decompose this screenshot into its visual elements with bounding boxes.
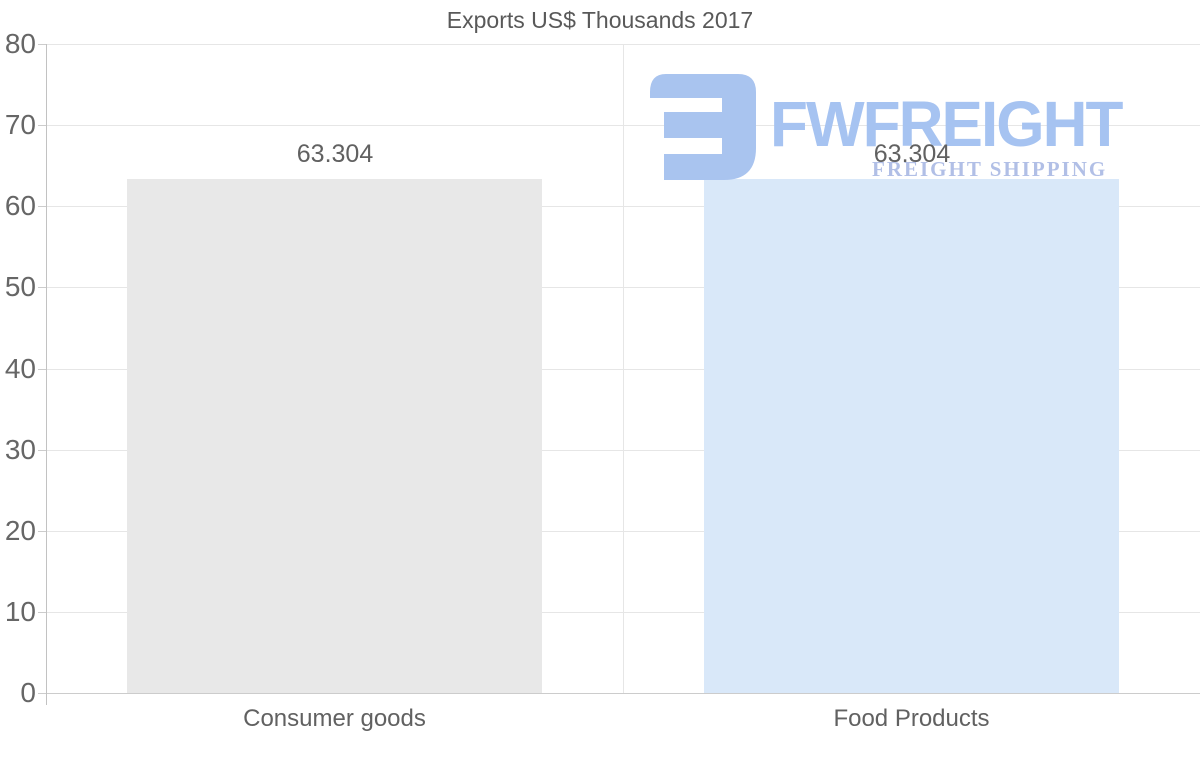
y-axis-tick <box>38 44 46 45</box>
y-axis-label: 40 <box>4 353 36 384</box>
y-axis-label: 10 <box>4 596 36 627</box>
y-axis-tick <box>38 612 46 613</box>
bar-value-label: 63.304 <box>296 140 374 168</box>
y-axis-tick <box>38 450 46 451</box>
bar-food-products[interactable] <box>704 179 1119 693</box>
y-axis-line <box>46 44 47 705</box>
y-gridline <box>46 693 1200 694</box>
y-axis-label: 0 <box>20 677 36 708</box>
y-axis-label: 70 <box>4 109 36 140</box>
chart-title: Exports US$ Thousands 2017 <box>446 7 754 33</box>
y-axis-tick <box>38 369 46 370</box>
brand-name: FWFREIGHT <box>770 88 1123 160</box>
x-axis-category-label: Food Products <box>833 705 990 732</box>
y-axis-label: 60 <box>4 190 36 221</box>
y-axis-tick <box>38 206 46 207</box>
y-axis-label: 20 <box>4 515 36 546</box>
x-axis-category-label: Consumer goods <box>243 705 426 732</box>
y-axis-tick <box>38 125 46 126</box>
bar-consumer-goods[interactable] <box>127 179 542 693</box>
brand-tagline: FREIGHT SHIPPING <box>872 157 1108 181</box>
y-axis-tick <box>38 287 46 288</box>
y-axis-label: 50 <box>4 271 36 302</box>
bar-value-label: 63.304 <box>873 140 951 168</box>
y-axis-tick <box>38 693 46 694</box>
y-axis-label: 30 <box>4 434 36 465</box>
y-axis-label: 80 <box>4 28 36 59</box>
y-axis-tick <box>38 531 46 532</box>
category-divider-gridline <box>623 44 624 693</box>
fwfreight-logo-icon <box>650 74 756 180</box>
